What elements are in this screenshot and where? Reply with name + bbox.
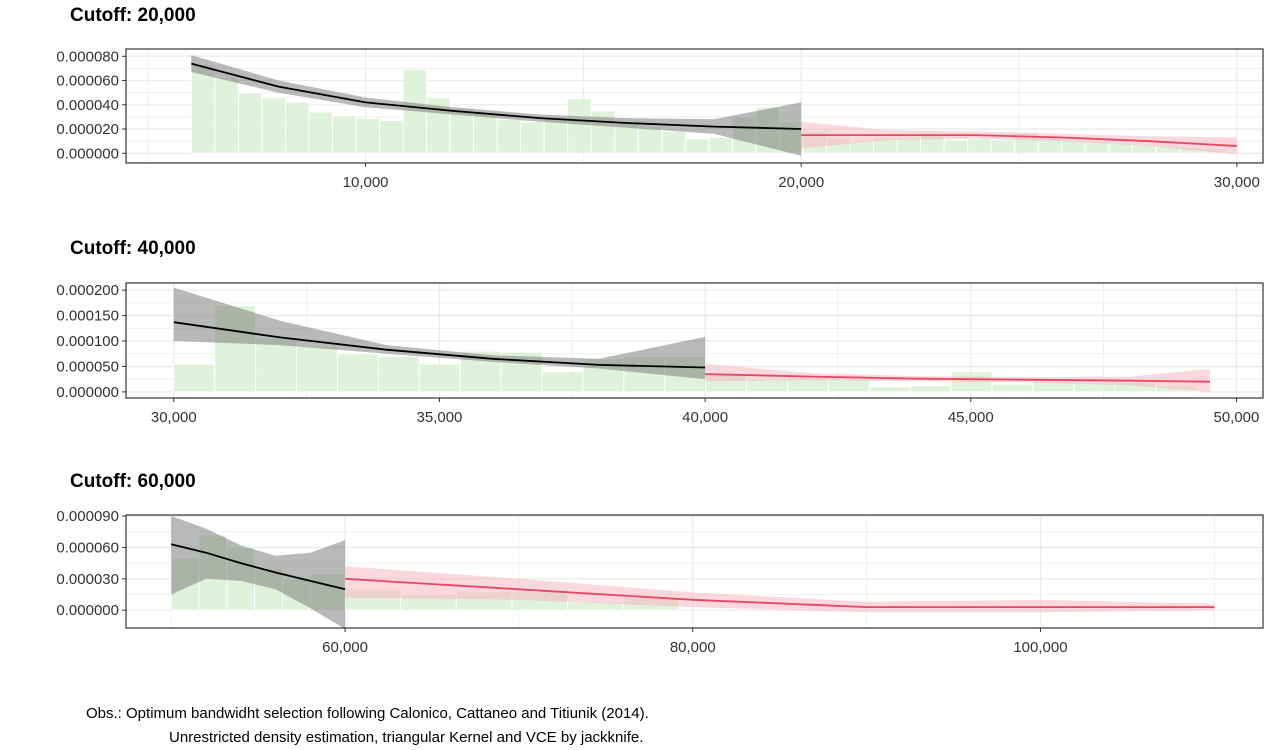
histogram-bar — [284, 101, 310, 154]
y-tick-label: 0.000040 — [56, 97, 119, 114]
histogram-bar — [541, 371, 584, 393]
panel-title-20000: Cutoff: 20,000 — [70, 5, 196, 26]
histogram-bar — [567, 98, 592, 154]
y-tick-label: 0.000090 — [56, 508, 119, 525]
histogram-bar — [827, 378, 870, 393]
right-density-line — [345, 577, 1215, 608]
panel-border — [125, 282, 1264, 399]
histogram-bar — [520, 121, 545, 154]
right-confidence-band — [345, 566, 1215, 613]
panel-border — [125, 514, 1264, 629]
histogram-bar — [991, 383, 1034, 393]
histogram-bar — [355, 117, 381, 154]
x-tick-label: 20,000 — [778, 174, 824, 191]
y-tick-label: 0.000080 — [56, 48, 119, 65]
histogram-bar — [708, 137, 733, 154]
histogram-bar — [868, 386, 911, 393]
histogram-bar — [296, 345, 338, 393]
left-density-line — [191, 62, 802, 130]
histogram-bar — [214, 76, 239, 154]
left-confidence-band — [171, 516, 346, 629]
histogram-bar — [990, 139, 1016, 154]
right-confidence-band — [801, 121, 1237, 155]
y-tick-label: 0.000000 — [56, 145, 119, 162]
histogram-bar — [967, 138, 992, 154]
y-tick-label: 0.000100 — [56, 333, 119, 350]
x-tick-label: 45,000 — [948, 409, 994, 426]
panel-border — [125, 48, 1264, 164]
histogram-bar — [473, 111, 498, 154]
histogram-bar — [896, 137, 922, 154]
y-tick-label: 0.000050 — [56, 358, 119, 375]
y-tick-label: 0.000030 — [56, 571, 119, 588]
histogram-bar — [190, 64, 216, 154]
density-chart-40000: 0.000000 0.000050 0.000100 0.000150 0.000200… — [56, 282, 1264, 426]
right-density-line — [801, 134, 1237, 147]
histogram-bar — [255, 337, 298, 393]
y-tick-label: 0.000150 — [56, 308, 119, 325]
histogram-bar — [173, 363, 216, 393]
histogram-bar — [237, 92, 263, 154]
x-tick-label: 80,000 — [670, 639, 716, 656]
y-tick-label: 0.000200 — [56, 282, 119, 299]
x-tick-label: 10,000 — [343, 174, 389, 191]
histogram-bar — [331, 115, 357, 154]
left-density-line — [170, 543, 346, 591]
y-tick-label: 0.000060 — [56, 73, 119, 90]
histogram-bar — [661, 130, 686, 154]
x-tick-label: 30,000 — [1214, 174, 1260, 191]
right-density-line — [705, 373, 1210, 383]
panel-title-40000: Cutoff: 40,000 — [70, 238, 196, 259]
y-tick-label: 0.000000 — [56, 384, 119, 401]
left-confidence-band — [173, 287, 706, 380]
x-tick-label: 50,000 — [1213, 409, 1259, 426]
y-tick-label: 0.000000 — [56, 602, 119, 619]
histogram-bar — [746, 378, 788, 393]
right-confidence-band — [705, 363, 1210, 392]
histogram-bar — [379, 120, 404, 154]
histogram-bar — [418, 363, 461, 393]
y-tick-label: 0.000020 — [56, 121, 119, 138]
histogram-bar — [261, 97, 286, 154]
density-chart-20000: 0.000000 0.000020 0.000040 0.000060 0.000080… — [56, 48, 1264, 191]
x-tick-label: 35,000 — [417, 409, 463, 426]
footnote-line-2: Unrestricted density estimation, triangu… — [169, 729, 644, 746]
histogram-bar — [637, 126, 663, 154]
histogram-bar — [684, 138, 710, 154]
histogram-bar — [308, 111, 333, 154]
histogram-bar — [943, 139, 969, 154]
footnote-line-1: Obs.: Optimum bandwidht selection follow… — [86, 705, 649, 722]
histogram-bar — [336, 353, 379, 393]
histogram-bar — [496, 118, 522, 154]
y-tick-label: 0.000060 — [56, 539, 119, 556]
x-tick-label: 40,000 — [682, 409, 728, 426]
density-chart-60000: 0.000000 0.000030 0.000060 0.000090 60,000 80… — [56, 508, 1264, 656]
x-tick-label: 100,000 — [1013, 639, 1067, 656]
panel-title-60000: Cutoff: 60,000 — [70, 471, 196, 492]
histogram-bar — [909, 385, 952, 393]
histogram-bar — [377, 355, 420, 393]
histogram-bar — [1108, 143, 1133, 154]
left-density-line — [173, 321, 706, 369]
x-tick-label: 30,000 — [151, 409, 197, 426]
x-tick-label: 60,000 — [322, 639, 368, 656]
